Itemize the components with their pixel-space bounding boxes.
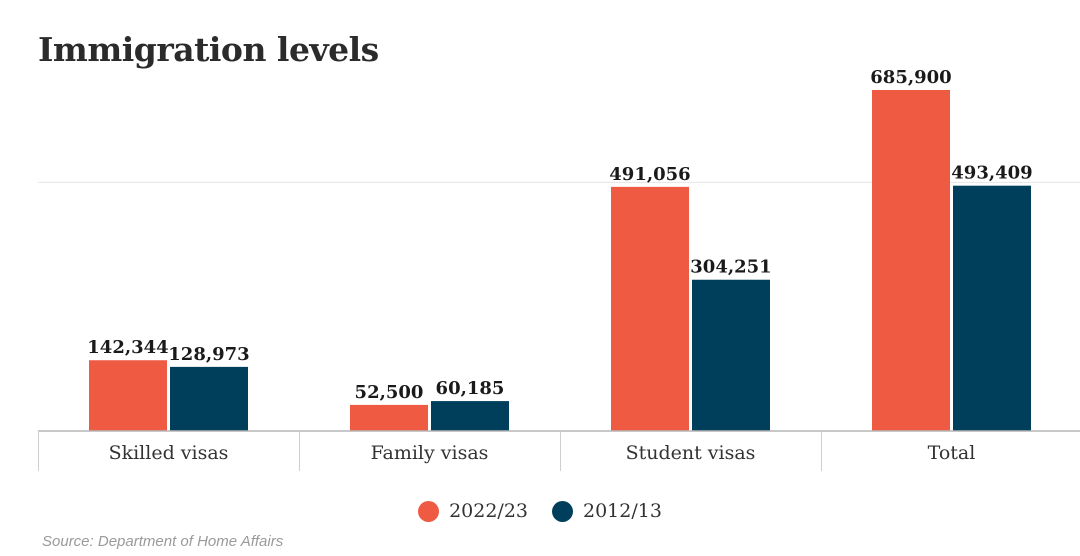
data-label-family-visas-2022-23: 52,500 [355, 382, 424, 403]
bar-chart: 142,344 128,973 Skilled visas 52,500 60,185 F… [38, 67, 1080, 471]
category-label-family-visas: Family visas [371, 442, 489, 464]
legend-item-2012-13[interactable]: 2012/13 [552, 500, 662, 522]
legend-label-2012-13: 2012/13 [583, 500, 662, 522]
legend-label-2022-23: 2022/23 [449, 500, 528, 522]
bar-skilled-visas-2012-13[interactable] [170, 366, 248, 431]
chart-title: Immigration levels [38, 30, 379, 69]
legend: 2022/23 2012/13 [0, 500, 1080, 522]
legend-swatch-2022-23 [418, 500, 440, 522]
data-label-total-2022-23: 685,900 [870, 67, 951, 88]
category-label-total: Total [928, 442, 976, 464]
bar-total-2022-23[interactable] [872, 90, 950, 431]
data-label-student-visas-2012-13: 304,251 [690, 257, 771, 278]
bar-student-visas-2022-23[interactable] [611, 186, 689, 431]
category-label-skilled-visas: Skilled visas [109, 442, 229, 464]
source-note: Source: Department of Home Affairs [42, 533, 284, 550]
bar-total-2012-13[interactable] [953, 185, 1031, 431]
legend-item-2022-23[interactable]: 2022/23 [418, 500, 528, 522]
bar-family-visas-2022-23[interactable] [350, 404, 428, 431]
bar-family-visas-2012-13[interactable] [431, 401, 509, 431]
data-label-total-2012-13: 493,409 [951, 163, 1032, 184]
legend-swatch-2012-13 [552, 500, 573, 522]
data-label-family-visas-2012-13: 60,185 [436, 378, 505, 399]
data-label-skilled-visas-2022-23: 142,344 [87, 337, 168, 358]
bar-skilled-visas-2022-23[interactable] [89, 360, 167, 431]
data-label-skilled-visas-2012-13: 128,973 [168, 344, 249, 365]
category-label-student-visas: Student visas [626, 442, 756, 464]
bar-student-visas-2012-13[interactable] [692, 279, 770, 431]
data-label-student-visas-2022-23: 491,056 [609, 164, 690, 185]
